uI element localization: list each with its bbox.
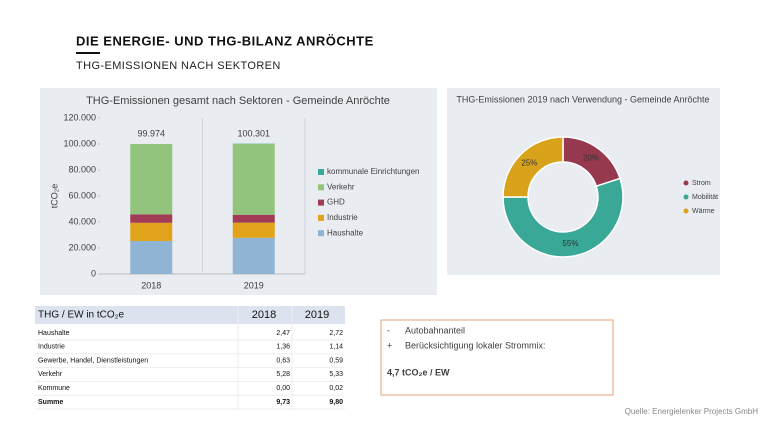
- note-bullet: -: [387, 325, 390, 335]
- table-cell: Verkehr: [38, 371, 63, 378]
- bar-segment: [130, 144, 173, 215]
- bar-segment: [232, 237, 275, 274]
- total-label: 100.301: [237, 128, 270, 138]
- bar-segment: [130, 240, 173, 274]
- slide-subtitle: THG-EMISSIONEN NACH SEKTOREN: [76, 60, 281, 72]
- y-axis-label: tCO₂e: [49, 184, 59, 209]
- table-cell: 0,59: [329, 357, 343, 364]
- legend-swatch: [318, 184, 324, 191]
- source: Quelle: Energielenker Projects GmbH: [625, 407, 759, 416]
- legend-label: Verkehr: [327, 182, 355, 191]
- legend-label: GHD: [327, 198, 345, 207]
- y-tick-label: 40.000: [68, 216, 96, 226]
- table-cell: Industrie: [38, 344, 65, 351]
- y-tick-label: 20.000: [68, 242, 96, 252]
- slice-label: 55%: [562, 239, 578, 248]
- table-header-cell: 2018: [252, 309, 276, 321]
- legend-marker: [683, 180, 689, 186]
- donut-slice: [502, 177, 624, 258]
- bar-segment: [232, 214, 275, 223]
- legend-label: Industrie: [327, 213, 358, 222]
- y-tick-label: 60.000: [68, 190, 96, 200]
- y-tick-label: 80.000: [68, 164, 96, 174]
- table-cell: 2,72: [329, 330, 343, 337]
- note-line: Berücksichtigung lokaler Strommix:: [405, 340, 546, 350]
- slice-label: 20%: [583, 154, 599, 163]
- y-tick-label: 120.000: [63, 112, 96, 122]
- total-label: 99.974: [137, 128, 165, 138]
- legend-label: Wärme: [692, 208, 715, 215]
- y-tick-label: 100.000: [63, 138, 96, 148]
- table-cell: 0,63: [276, 357, 290, 364]
- table-cell: Summe: [38, 399, 63, 406]
- donut-title: THG-Emissionen 2019 nach Verwendung - Ge…: [456, 94, 709, 104]
- legend-marker: [683, 208, 689, 214]
- table-header-cell: THG / EW in tCO₂e: [38, 310, 125, 321]
- legend-label: Mobilität: [692, 194, 718, 201]
- table-cell: 1,36: [276, 344, 290, 351]
- legend-label: Haushalte: [327, 228, 364, 237]
- table-header-cell: 2019: [305, 309, 329, 321]
- legend-swatch: [318, 169, 324, 175]
- table-cell: 9,73: [276, 399, 290, 406]
- bar-segment: [232, 222, 275, 238]
- table-cell: 5,33: [329, 371, 343, 378]
- bar-title: THG-Emissionen gesamt nach Sektoren - Ge…: [86, 95, 390, 107]
- table-cell: 2,47: [276, 330, 290, 337]
- table-cell: 1,14: [329, 344, 343, 351]
- table-cell: 9,80: [329, 399, 343, 406]
- bar-segment: [130, 214, 173, 223]
- slide-title: DIE ENERGIE- UND THG-BILANZ ANRÖCHTE: [76, 33, 374, 48]
- x-tick-label: 2019: [244, 280, 264, 290]
- y-tick-label: 0: [91, 268, 96, 278]
- table-header-bg: [35, 306, 345, 324]
- donut-slice: [502, 136, 564, 198]
- legend-swatch: [318, 230, 324, 237]
- note-result: 4,7 tCO₂e / EW: [387, 367, 450, 377]
- legend-label: kommunale Einrichtungen: [327, 167, 420, 176]
- table-cell: 0,00: [276, 385, 290, 392]
- table-cell: Haushalte: [38, 330, 70, 337]
- table-cell: Kommune: [38, 385, 70, 392]
- x-tick-label: 2018: [141, 280, 161, 290]
- table-cell: 5,28: [276, 371, 290, 378]
- bar-segment: [232, 143, 275, 215]
- legend-swatch: [318, 214, 324, 221]
- legend-marker: [683, 194, 689, 200]
- note-bullet: +: [387, 340, 392, 350]
- note-box: [380, 319, 614, 396]
- slice-label: 25%: [521, 159, 537, 168]
- table-cell: 0,02: [329, 385, 343, 392]
- note-line: Autobahnanteil: [405, 325, 465, 335]
- table-cell: Gewerbe, Handel, Dienstleistungen: [38, 357, 148, 364]
- legend-swatch: [318, 199, 324, 206]
- legend-label: Strom: [692, 180, 711, 187]
- bar-segment: [130, 222, 173, 241]
